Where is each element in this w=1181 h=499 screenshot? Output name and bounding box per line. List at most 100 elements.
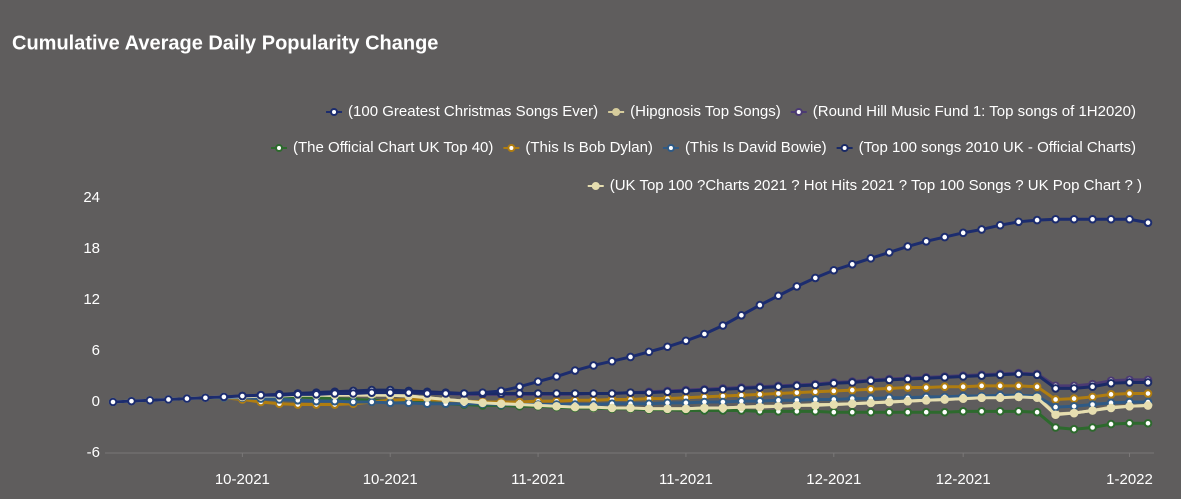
series: [108, 214, 1153, 407]
point-marker: [441, 389, 450, 398]
point-marker: [995, 407, 1005, 416]
point-marker: [1051, 395, 1060, 404]
point-marker: [1125, 401, 1134, 411]
point-marker: [626, 388, 635, 397]
point-marker: [1106, 390, 1116, 399]
point-marker: [1125, 418, 1134, 428]
point-marker: [718, 384, 728, 394]
point-marker: [755, 402, 765, 412]
point-marker: [515, 400, 524, 409]
point-marker: [552, 389, 561, 398]
y-tick-label: -6: [87, 444, 100, 461]
x-tick-label: 10-2021: [363, 471, 418, 488]
legend-item: (Hipgnosis Top Songs): [608, 103, 781, 120]
point-marker: [330, 389, 340, 398]
point-marker: [348, 397, 358, 407]
point-marker: [921, 396, 931, 405]
point-marker: [1051, 384, 1060, 393]
y-tick-label: 6: [92, 342, 100, 359]
point-marker: [958, 228, 968, 238]
legend-label: (Top 100 songs 2010 UK - Official Charts…: [859, 139, 1136, 156]
point-marker: [570, 389, 580, 398]
legend-item: (This Is Bob Dylan): [503, 139, 653, 156]
point-marker: [385, 388, 395, 397]
point-marker: [737, 402, 746, 412]
point-marker: [570, 366, 580, 375]
legend-swatch: [275, 144, 284, 152]
point-marker: [829, 379, 839, 388]
point-marker: [829, 265, 839, 275]
point-marker: [1051, 423, 1060, 432]
point-marker: [570, 402, 580, 412]
point-marker: [1032, 382, 1042, 392]
point-marker: [811, 401, 820, 410]
point-marker: [663, 404, 672, 414]
point-marker: [1088, 392, 1097, 402]
point-marker: [478, 388, 487, 397]
point-marker: [866, 254, 876, 263]
point-marker: [589, 402, 598, 412]
y-tick-label: 0: [92, 393, 100, 410]
point-marker: [1051, 410, 1060, 420]
point-marker: [958, 382, 968, 392]
point-marker: [681, 336, 691, 346]
point-marker: [1143, 218, 1153, 227]
point-marker: [774, 382, 783, 392]
point-marker: [903, 374, 913, 384]
y-tick-label: 24: [83, 189, 100, 206]
legend-swatch: [612, 108, 621, 116]
point-marker: [1106, 419, 1116, 429]
point-marker: [737, 384, 746, 393]
point-marker: [884, 375, 894, 385]
legend-swatch: [591, 182, 600, 190]
point-marker: [903, 407, 913, 417]
point-marker: [1069, 214, 1079, 224]
point-marker: [774, 389, 783, 398]
point-marker: [811, 273, 820, 283]
legend-item: (100 Greatest Christmas Songs Ever): [326, 103, 598, 120]
point-marker: [404, 388, 414, 397]
point-marker: [422, 389, 432, 398]
point-marker: [958, 372, 968, 381]
point-marker: [626, 352, 635, 362]
point-marker: [1088, 423, 1097, 432]
x-tick-label: 10-2021: [215, 471, 270, 488]
point-marker: [1143, 401, 1153, 410]
point-marker: [940, 382, 949, 392]
point-marker: [829, 407, 839, 417]
point-marker: [1014, 381, 1023, 391]
point-marker: [1014, 392, 1023, 402]
point-marker: [293, 390, 303, 399]
legend-item: (This Is David Bowie): [662, 139, 827, 156]
point-marker: [219, 392, 229, 402]
point-marker: [404, 398, 414, 408]
x-tick-label: 12-2021: [806, 471, 861, 488]
point-marker: [700, 385, 709, 395]
point-marker: [644, 388, 654, 397]
point-marker: [367, 397, 377, 407]
point-marker: [1014, 217, 1023, 227]
point-marker: [145, 396, 155, 405]
point-marker: [1088, 406, 1097, 415]
point-marker: [589, 361, 598, 370]
legend-label: (100 Greatest Christmas Songs Ever): [348, 103, 598, 120]
point-marker: [589, 389, 598, 398]
point-marker: [940, 373, 949, 382]
point-marker: [829, 400, 839, 409]
point-marker: [312, 390, 321, 399]
point-marker: [1088, 214, 1097, 224]
point-marker: [367, 388, 377, 397]
point-marker: [238, 391, 247, 401]
point-marker: [1051, 402, 1060, 412]
point-marker: [977, 393, 986, 403]
point-marker: [884, 407, 894, 417]
y-tick-label: 12: [83, 291, 100, 308]
point-marker: [1125, 214, 1134, 224]
point-marker: [718, 403, 728, 413]
point-marker: [866, 384, 876, 394]
point-marker: [958, 394, 968, 403]
point-marker: [700, 329, 709, 339]
point-marker: [496, 399, 506, 409]
point-marker: [755, 390, 765, 399]
point-marker: [755, 300, 765, 310]
